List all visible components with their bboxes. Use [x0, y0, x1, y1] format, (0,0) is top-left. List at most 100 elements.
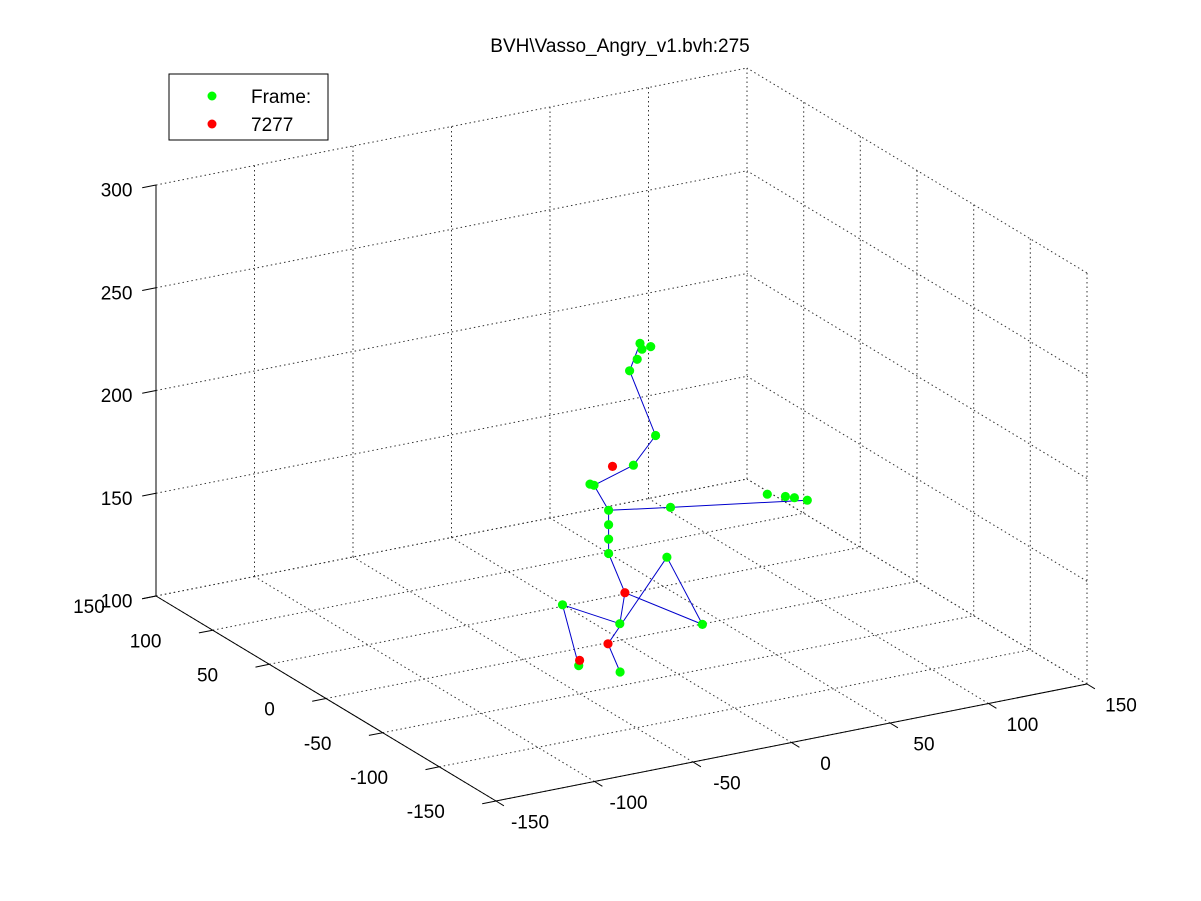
- skeleton-bone: [593, 464, 634, 486]
- joint-point: [628, 460, 639, 470]
- y-tick-mark: [425, 766, 440, 771]
- z-tick-label: 100: [101, 592, 133, 613]
- joint-point: [665, 502, 676, 512]
- skeleton-bone: [593, 485, 610, 511]
- legend: Frame: 7277: [168, 73, 329, 141]
- grid-line-backwall-z: [155, 170, 748, 289]
- z-tick-mark: [142, 595, 157, 600]
- y-tick-mark: [312, 698, 327, 702]
- x-tick-label: -100: [609, 793, 647, 814]
- grid-line-sidewall-z: [746, 375, 1088, 582]
- x-tick-mark: [495, 800, 505, 807]
- grid-line-sidewall-z: [746, 273, 1088, 479]
- y-tick-mark: [255, 663, 270, 668]
- grid-line-floor-x: [352, 556, 694, 763]
- joint-point: [585, 479, 595, 489]
- x-tick-label: -150: [511, 813, 549, 834]
- grid-line-backwall-z: [155, 478, 748, 597]
- joint-point: [625, 366, 635, 376]
- highlighted-joint-point: [575, 655, 585, 666]
- y-tick-label: 50: [197, 666, 218, 687]
- joint-point: [635, 338, 645, 348]
- skeleton-bones: [562, 343, 808, 673]
- skeleton-bone: [624, 592, 703, 625]
- skeleton-bone: [608, 553, 626, 593]
- joint-point: [632, 354, 642, 364]
- z-tick-mark: [142, 390, 157, 394]
- legend-label-value: 7277: [251, 115, 293, 136]
- joint-point: [789, 493, 800, 503]
- skeleton-bone: [607, 643, 621, 673]
- joint-point: [615, 619, 625, 629]
- y-tick-mark: [482, 800, 497, 805]
- legend-marker-value: [207, 119, 217, 129]
- x-tick-mark: [791, 742, 800, 748]
- x-tick-label: 50: [913, 735, 934, 756]
- grid-line-sidewall-z: [746, 170, 1088, 377]
- y-tick-label: 0: [264, 700, 275, 721]
- joint-point: [557, 600, 568, 610]
- joint-point: [604, 534, 614, 544]
- axes: [142, 184, 1096, 807]
- joint-point: [615, 667, 625, 677]
- grid-line-floor-x: [648, 498, 989, 704]
- skeleton-bone: [562, 604, 580, 666]
- z-tick-mark: [142, 492, 157, 497]
- skeleton-bone: [670, 499, 808, 508]
- grid-line-floor-y: [439, 649, 1031, 768]
- grid-line-backwall-z: [155, 273, 748, 391]
- skeleton-bone: [608, 506, 671, 511]
- joint-point: [802, 495, 812, 505]
- joint-point: [646, 342, 656, 352]
- skeleton-bone: [607, 556, 668, 645]
- z-tick-label: 250: [101, 283, 133, 304]
- x-tick-mark: [889, 722, 899, 729]
- joint-point: [662, 552, 672, 562]
- joint-point: [604, 520, 614, 530]
- grid-line-backwall-z: [155, 375, 748, 494]
- joint-point: [762, 489, 772, 499]
- legend-marker-frame: [207, 91, 217, 101]
- grid-line-floor-x: [451, 537, 792, 743]
- grid-line-floor-y: [382, 615, 974, 734]
- z-tick-mark: [142, 287, 157, 291]
- x-tick-mark: [692, 761, 702, 768]
- y-tick-label: 100: [130, 631, 162, 652]
- grid-line-floor-y: [269, 546, 861, 665]
- y-tick-mark: [368, 732, 383, 736]
- x-tick-label: 150: [1105, 696, 1137, 717]
- skeleton-bone: [629, 370, 657, 436]
- y-tick-label: -50: [304, 734, 331, 755]
- skeleton-bone: [562, 604, 620, 625]
- y-tick-label: -100: [350, 768, 388, 789]
- x-tick-mark: [1086, 683, 1096, 690]
- x-tick-label: 100: [1007, 715, 1039, 736]
- grid-line-floor-y: [325, 581, 918, 699]
- joint-point: [604, 548, 614, 559]
- highlighted-joint-point: [620, 588, 630, 598]
- grid-line-sidewall-z: [746, 478, 1088, 685]
- skeleton-bone: [619, 592, 626, 624]
- grid-line-floor-y: [212, 512, 804, 631]
- highlighted-joint-point: [607, 461, 618, 471]
- z-tick-label: 300: [101, 181, 133, 202]
- z-tick-label: 200: [101, 386, 133, 407]
- y-tick-label: 150: [73, 597, 105, 618]
- x-tick-mark: [594, 781, 603, 787]
- legend-label-frame: Frame:: [251, 87, 311, 108]
- y-tick-mark: [198, 629, 213, 634]
- x-tick-mark: [988, 703, 997, 709]
- skeleton-bone: [632, 435, 657, 466]
- z-tick-mark: [142, 184, 157, 189]
- chart-title: BVH\Vasso_Angry_v1.bvh:275: [490, 36, 749, 57]
- grid-line-sidewall-z: [746, 67, 1088, 274]
- joint-point: [780, 491, 791, 502]
- grid-line-backwall-z: [155, 67, 748, 186]
- x-tick-label: 0: [820, 754, 831, 775]
- tick-labels: -150-100-50050100150-150-100-50050100150…: [73, 181, 1137, 834]
- joint-points: [557, 338, 812, 677]
- joint-point: [697, 619, 708, 630]
- skeleton-bone: [666, 556, 703, 625]
